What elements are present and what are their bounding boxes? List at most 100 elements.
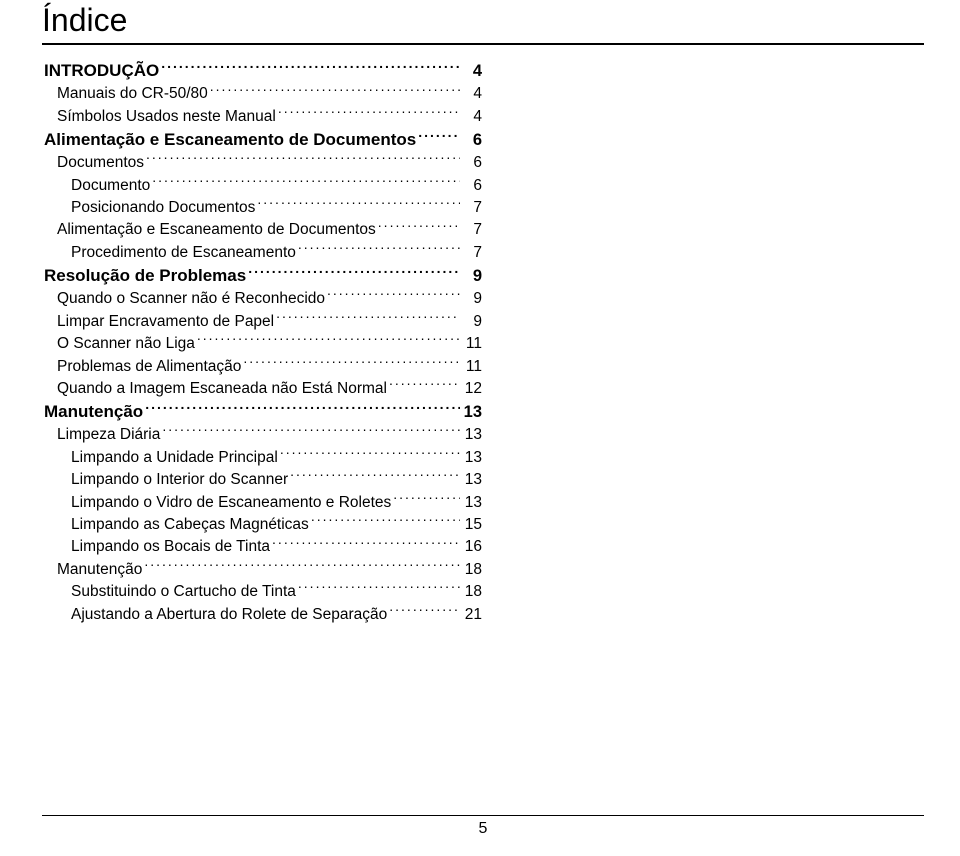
- toc-entry-label: Quando o Scanner não é Reconhecido: [57, 289, 325, 310]
- toc-leader-dots: [378, 219, 460, 235]
- toc-leader-dots: [272, 536, 460, 552]
- toc-leader-dots: [280, 446, 460, 462]
- toc-leader-dots: [327, 288, 460, 304]
- toc-entry-page: 18: [462, 560, 482, 581]
- toc-entry-label: Manutenção: [57, 560, 142, 581]
- toc-entry: Limpando o Interior do Scanner 13: [42, 469, 482, 491]
- toc-entry-page: 13: [462, 448, 482, 469]
- toc-entry-label: Limpando a Unidade Principal: [71, 448, 278, 469]
- toc-entry: Limpando as Cabeças Magnéticas 15: [42, 514, 482, 536]
- toc-entry-label: O Scanner não Liga: [57, 334, 195, 355]
- toc-entry: Documento 6: [42, 174, 482, 196]
- toc-entry-label: Limpando o Interior do Scanner: [71, 470, 288, 491]
- toc-entry-label: Posicionando Documentos: [71, 198, 255, 219]
- toc-leader-dots: [298, 581, 460, 597]
- toc-entry: INTRODUÇÃO4: [42, 59, 482, 83]
- toc-entry-label: Limpando o Vidro de Escaneamento e Rolet…: [71, 493, 391, 514]
- toc-leader-dots: [243, 355, 460, 371]
- toc-entry: O Scanner não Liga 11: [42, 333, 482, 355]
- toc-entry-label: Manuais do CR-50/80: [57, 84, 208, 105]
- toc-entry-page: 6: [462, 153, 482, 174]
- toc-leader-dots: [248, 264, 460, 281]
- toc-entry-page: 9: [462, 312, 482, 333]
- toc-entry-page: 15: [462, 515, 482, 536]
- toc-entry-label: INTRODUÇÃO: [44, 60, 159, 83]
- toc-leader-dots: [311, 514, 460, 530]
- toc-entry-label: Procedimento de Escaneamento: [71, 243, 296, 264]
- toc-entry-page: 18: [462, 582, 482, 603]
- toc-entry: Procedimento de Escaneamento 7: [42, 241, 482, 263]
- toc-entry-page: 9: [462, 265, 482, 287]
- toc-entry: Alimentação e Escaneamento de Documentos…: [42, 219, 482, 241]
- toc-leader-dots: [276, 310, 460, 326]
- toc-entry-label: Documentos: [57, 153, 144, 174]
- toc-entry-label: Ajustando a Abertura do Rolete de Separa…: [71, 605, 387, 626]
- footer-page-number: 5: [479, 820, 488, 837]
- toc-entry-page: 11: [462, 334, 482, 355]
- toc-leader-dots: [144, 558, 460, 574]
- toc-entry: Limpando o Vidro de Escaneamento e Rolet…: [42, 491, 482, 513]
- toc-entry-label: Substituindo o Cartucho de Tinta: [71, 582, 296, 603]
- toc-entry-page: 13: [462, 493, 482, 514]
- toc-entry-page: 13: [462, 401, 482, 423]
- toc-entry-page: 4: [462, 107, 482, 128]
- document-page: Índice INTRODUÇÃO4Manuais do CR-50/804Sí…: [0, 0, 960, 856]
- toc-entry-label: Problemas de Alimentação: [57, 357, 241, 378]
- toc-entry-label: Limpando os Bocais de Tinta: [71, 537, 270, 558]
- page-footer: 5: [42, 815, 924, 838]
- toc-leader-dots: [418, 128, 460, 145]
- toc-entry-page: 4: [462, 84, 482, 105]
- page-title: Índice: [42, 0, 924, 41]
- toc-entry-label: Limpar Encravamento de Papel: [57, 312, 274, 333]
- table-of-contents: INTRODUÇÃO4Manuais do CR-50/804Símbolos …: [42, 59, 482, 626]
- toc-entry: Quando o Scanner não é Reconhecido 9: [42, 288, 482, 310]
- toc-leader-dots: [298, 241, 460, 257]
- toc-entry-page: 6: [462, 176, 482, 197]
- toc-leader-dots: [290, 469, 460, 485]
- toc-entry: Limpar Encravamento de Papel 9: [42, 310, 482, 332]
- toc-leader-dots: [146, 152, 460, 168]
- toc-entry-page: 9: [462, 289, 482, 310]
- toc-leader-dots: [145, 400, 460, 417]
- toc-entry-page: 21: [462, 605, 482, 626]
- toc-entry-label: Limpeza Diária: [57, 425, 160, 446]
- toc-leader-dots: [257, 197, 460, 213]
- toc-leader-dots: [278, 105, 460, 121]
- toc-entry: Quando a Imagem Escaneada não Está Norma…: [42, 377, 482, 399]
- toc-entry: Limpando os Bocais de Tinta 16: [42, 536, 482, 558]
- toc-entry: Manutenção 13: [42, 400, 482, 424]
- toc-entry: Limpando a Unidade Principal 13: [42, 446, 482, 468]
- toc-entry-page: 7: [462, 243, 482, 264]
- toc-entry: Substituindo o Cartucho de Tinta 18: [42, 581, 482, 603]
- toc-entry-label: Limpando as Cabeças Magnéticas: [71, 515, 309, 536]
- toc-entry: Alimentação e Escaneamento de Documentos…: [42, 128, 482, 152]
- toc-entry-label: Quando a Imagem Escaneada não Está Norma…: [57, 379, 387, 400]
- toc-entry-page: 6: [462, 129, 482, 151]
- toc-leader-dots: [389, 377, 460, 393]
- toc-leader-dots: [161, 59, 460, 76]
- toc-entry-label: Documento: [71, 176, 150, 197]
- toc-entry-page: 7: [462, 220, 482, 241]
- toc-leader-dots: [162, 424, 460, 440]
- toc-entry: Manutenção 18: [42, 558, 482, 580]
- toc-entry: Manuais do CR-50/80 4: [42, 83, 482, 105]
- toc-entry: Ajustando a Abertura do Rolete de Separa…: [42, 603, 482, 625]
- title-rule: Índice: [42, 0, 924, 45]
- toc-entry-page: 11: [462, 357, 482, 378]
- toc-entry: Símbolos Usados neste Manual4: [42, 105, 482, 127]
- toc-entry-page: 13: [462, 425, 482, 446]
- toc-entry: Problemas de Alimentação 11: [42, 355, 482, 377]
- toc-entry-label: Manutenção: [44, 401, 143, 424]
- toc-entry-page: 16: [462, 537, 482, 558]
- toc-entry: Resolução de Problemas9: [42, 264, 482, 288]
- toc-leader-dots: [197, 333, 460, 349]
- toc-entry: Posicionando Documentos 7: [42, 197, 482, 219]
- toc-entry: Documentos 6: [42, 152, 482, 174]
- toc-entry-page: 13: [462, 470, 482, 491]
- toc-entry-page: 7: [462, 198, 482, 219]
- toc-entry-label: Alimentação e Escaneamento de Documentos: [44, 129, 416, 152]
- toc-leader-dots: [152, 174, 460, 190]
- toc-entry-page: 12: [462, 379, 482, 400]
- toc-leader-dots: [210, 83, 460, 99]
- toc-leader-dots: [389, 603, 460, 619]
